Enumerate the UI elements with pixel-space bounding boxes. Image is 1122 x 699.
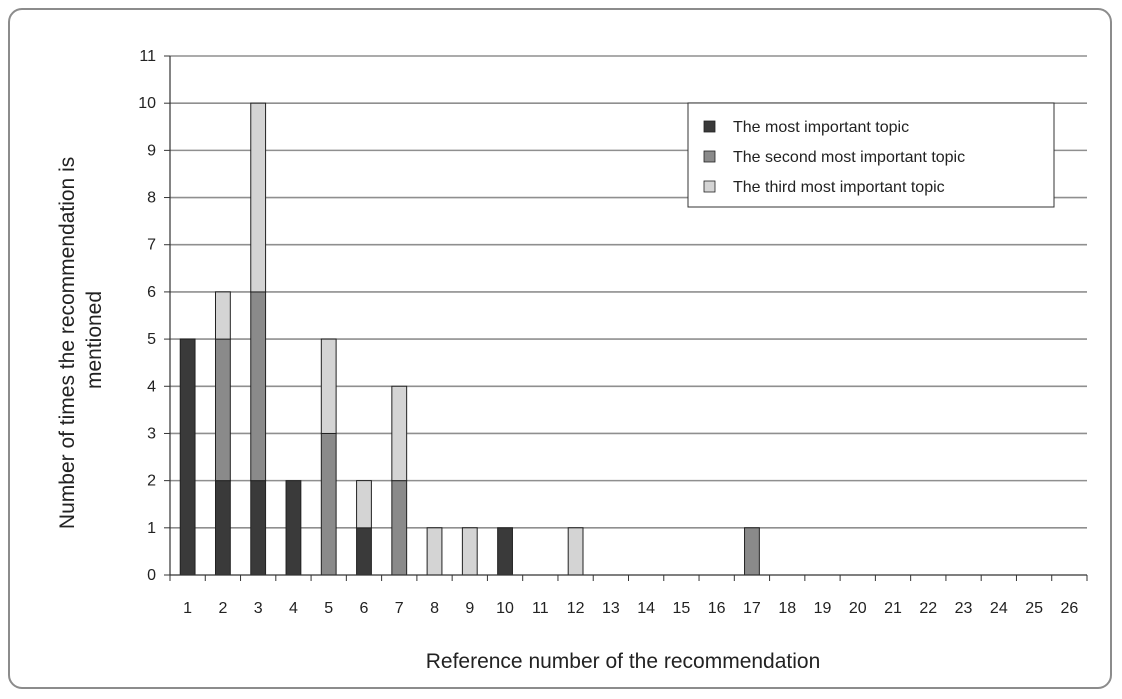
bar-segment-3-ref-2: [214, 291, 231, 340]
x-tick-label: 23: [955, 600, 973, 617]
x-tick-label: 17: [743, 600, 761, 617]
bar-segment-3-ref-8: [426, 527, 443, 576]
x-tick-label: 26: [1060, 600, 1078, 617]
y-tick-label: 11: [139, 48, 156, 65]
x-tick-labels: 1 2 3 4 5 6 7 8 9 10 11 12 13 14 15 16 17 18 19 20 21 22 23 24 2…: [169, 575, 1088, 617]
y-tick-label: 8: [147, 190, 156, 207]
x-tick-label: 8: [430, 600, 439, 617]
y-tick-label: 3: [147, 425, 156, 442]
x-tick-label: 5: [324, 600, 333, 617]
chart-frame: [8, 8, 1112, 689]
y-tick-label: 2: [147, 473, 156, 490]
bar-segment-2-ref-2: [214, 338, 231, 482]
x-tick-label: 9: [465, 600, 474, 617]
x-tick-label: 6: [360, 600, 369, 617]
bar-segment-2-ref-7: [391, 480, 408, 576]
x-tick-label: 7: [395, 600, 404, 617]
bar-segment-1-ref-6: [356, 527, 372, 576]
x-tick-label: 25: [1025, 600, 1043, 617]
bar-segment-3-ref-6: [356, 480, 372, 529]
y-axis-title-line-1: Number of times the recommendation is: [56, 157, 79, 529]
y-tick-label: 6: [147, 284, 156, 301]
y-axis-title-line-2: mentioned: [83, 291, 106, 389]
y-tick-label: 1: [147, 520, 156, 537]
legend-label-most-important: The most important topic: [733, 119, 909, 136]
x-tick-label: 20: [849, 600, 867, 617]
x-tick-label: 11: [532, 600, 549, 617]
y-tick-label: 10: [138, 95, 156, 112]
y-tick-labels: 0 1 2 3 4 5 6 7 8 9 10 11: [138, 48, 170, 584]
x-tick-label: 12: [567, 600, 585, 617]
x-tick-label: 19: [814, 600, 832, 617]
x-tick-label: 13: [602, 600, 620, 617]
legend-label-third-most-important: The third most important topic: [733, 179, 945, 196]
x-tick-label: 16: [708, 600, 726, 617]
bar-segment-2-ref-5: [320, 432, 337, 576]
bars: [179, 102, 760, 576]
bar-segment-1-ref-4: [285, 480, 302, 576]
bar-segment-1-ref-2: [214, 480, 231, 576]
legend-swatch-second-most-important: [703, 150, 716, 163]
x-tick-label: 14: [637, 600, 655, 617]
x-tick-label: 24: [990, 600, 1008, 617]
bar-segment-3-ref-5: [320, 338, 337, 434]
y-tick-label: 7: [147, 237, 156, 254]
x-tick-label: 1: [183, 600, 192, 617]
bar-segment-2-ref-3: [250, 291, 267, 482]
bar-segment-3-ref-9: [461, 527, 478, 576]
x-tick-label: 3: [254, 600, 263, 617]
bar-segment-1-ref-1: [179, 338, 196, 576]
bar-segment-1-ref-10: [497, 527, 513, 576]
bar-segment-1-ref-3: [250, 480, 267, 576]
x-tick-label: 18: [778, 600, 796, 617]
y-tick-label: 9: [147, 142, 156, 159]
x-tick-label: 10: [496, 600, 514, 617]
y-tick-label: 4: [147, 378, 156, 395]
legend-swatch-third-most-important: [703, 180, 716, 193]
x-tick-label: 22: [919, 600, 937, 617]
legend: The most important topic The second most…: [687, 102, 1055, 208]
bar-segment-2-ref-17: [744, 527, 760, 576]
y-tick-label: 0: [147, 567, 156, 584]
x-tick-label: 15: [673, 600, 691, 617]
legend-swatch-most-important: [703, 120, 716, 133]
y-axis-title: Number of times the recommendation is me…: [56, 151, 106, 529]
bar-segment-3-ref-12: [567, 527, 584, 576]
bar-segment-3-ref-7: [391, 385, 408, 482]
x-axis-title: Reference number of the recommendation: [426, 650, 821, 673]
y-tick-label: 5: [147, 331, 156, 348]
x-tick-label: 21: [884, 600, 902, 617]
legend-box: [687, 102, 1055, 208]
bar-segment-3-ref-3: [250, 102, 267, 293]
x-tick-label: 2: [218, 600, 227, 617]
x-tick-label: 4: [289, 600, 298, 617]
legend-label-second-most-important: The second most important topic: [733, 149, 965, 166]
